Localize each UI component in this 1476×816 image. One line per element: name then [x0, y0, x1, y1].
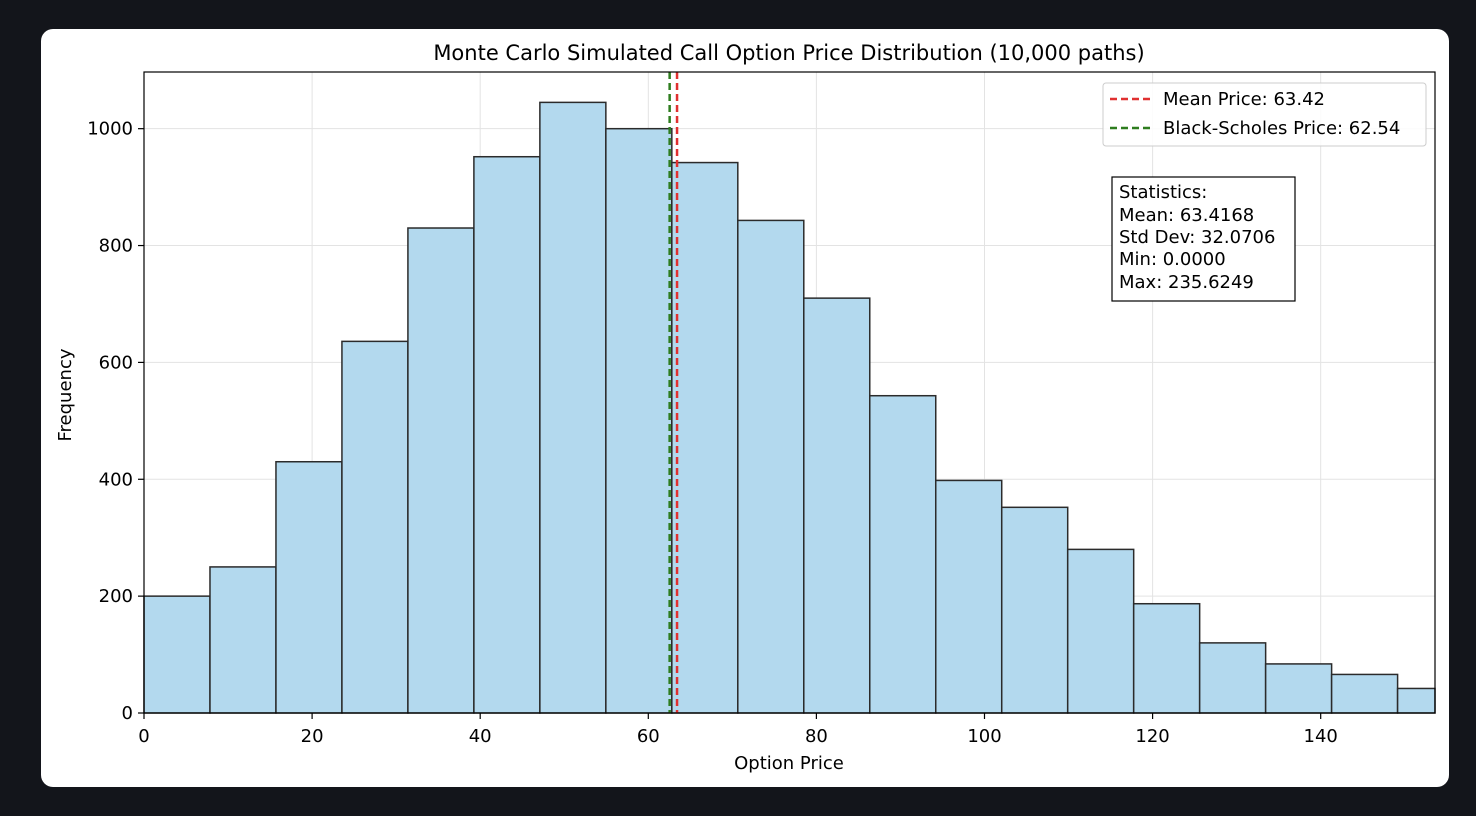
- statistics-min: Min: 0.0000: [1119, 249, 1226, 270]
- histogram-bar: [341, 340, 409, 714]
- legend-box: [1102, 82, 1427, 147]
- y-tick-label: 200: [99, 586, 133, 607]
- y-tick-label: 800: [99, 236, 133, 257]
- histogram-bar: [539, 101, 607, 714]
- x-tick-label: 20: [301, 726, 324, 747]
- histogram-bar: [275, 460, 343, 714]
- histogram-bar: [407, 227, 475, 714]
- statistics-frame: [1111, 176, 1296, 302]
- y-tick-label: 0: [122, 703, 133, 724]
- y-tick-label: 600: [99, 352, 133, 373]
- histogram-bar: [605, 127, 673, 714]
- statistics-heading: Statistics:: [1119, 182, 1207, 203]
- x-tick-label: 0: [138, 726, 149, 747]
- chart-card: 0 20 40 60 80 100 120 140 0 200 400 600 800 1000 Mont…: [41, 29, 1449, 787]
- x-tick-label: 140: [1304, 726, 1338, 747]
- statistics-std-dev: Std Dev: 32.0706: [1119, 227, 1275, 248]
- x-tick-label: 40: [469, 726, 492, 747]
- histogram-chart: 0 20 40 60 80 100 120 140 0 200 400 600 800 1000 Mont…: [55, 41, 1436, 774]
- histogram-bar: [737, 219, 805, 714]
- y-tick-label: 400: [99, 469, 133, 490]
- legend: Mean Price: 63.42 Black-Scholes Price: 6…: [1102, 82, 1427, 147]
- legend-label-black-scholes: Black-Scholes Price: 62.54: [1163, 118, 1400, 139]
- histogram-bar: [1132, 602, 1201, 714]
- x-tick-label: 80: [805, 726, 828, 747]
- histogram-bar: [803, 297, 871, 714]
- y-tick-label: 1000: [87, 119, 133, 140]
- histogram-bar: [473, 155, 541, 714]
- histogram-bar: [934, 479, 1003, 714]
- histogram-bars: [143, 101, 1436, 714]
- histogram-bar: [1066, 548, 1135, 714]
- histogram-bar: [143, 595, 211, 714]
- y-axis-label: Frequency: [55, 348, 76, 441]
- histogram-bar: [869, 394, 937, 714]
- statistics-max: Max: 235.6249: [1119, 272, 1254, 293]
- histogram-bar: [1330, 673, 1399, 714]
- chart-title: Monte Carlo Simulated Call Option Price …: [433, 41, 1144, 65]
- histogram-bar: [1198, 642, 1267, 714]
- x-tick-label: 120: [1135, 726, 1169, 747]
- legend-label-mean: Mean Price: 63.42: [1163, 89, 1325, 110]
- histogram-bar: [1264, 663, 1333, 714]
- axis-ticks: 0 20 40 60 80 100 120 140 0 200 400 600 800 1000: [87, 119, 1338, 747]
- statistics-mean: Mean: 63.4168: [1119, 205, 1254, 226]
- histogram-bar: [209, 566, 277, 714]
- reference-lines: [668, 72, 679, 713]
- statistics-box: Statistics: Mean: 63.4168 Std Dev: 32.07…: [1111, 176, 1296, 302]
- x-tick-label: 100: [967, 726, 1001, 747]
- x-tick-label: 60: [637, 726, 660, 747]
- x-axis-label: Option Price: [734, 753, 844, 774]
- histogram-bar: [1000, 506, 1069, 714]
- histogram-bar: [1396, 687, 1436, 714]
- histogram-bar: [671, 161, 739, 714]
- plot-frame: [143, 71, 1436, 714]
